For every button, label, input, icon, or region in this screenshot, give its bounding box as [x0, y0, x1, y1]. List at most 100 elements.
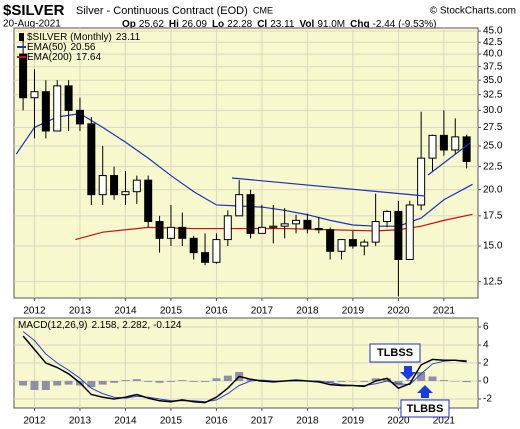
y-tick-label: 15.0	[483, 241, 503, 252]
quote-label: Op	[122, 19, 136, 30]
candle-body	[75, 109, 84, 125]
legend-name: EMA(50)	[27, 42, 66, 53]
annotation: TLBSS	[377, 347, 413, 359]
candle-body	[110, 175, 119, 196]
histogram-bar	[417, 372, 426, 381]
candle-body	[53, 85, 62, 132]
legend-value: 2.158	[91, 320, 116, 331]
quote-value: -2.44 (-9.53%)	[373, 19, 437, 30]
legend-value: 23.11	[116, 32, 141, 43]
candle-body	[451, 136, 460, 151]
annotation-box	[369, 343, 421, 363]
legend-swatch	[19, 33, 24, 41]
histogram-bar	[223, 375, 232, 381]
trendline	[427, 142, 471, 176]
x-tick-label: 2015	[160, 416, 183, 427]
y-tick-label: 27.5	[483, 122, 503, 133]
histogram-bar	[326, 381, 335, 383]
y-tick-label: 35.0	[483, 75, 503, 86]
y-tick-label: 22.5	[483, 161, 503, 172]
x-tick-label: 2020	[387, 416, 410, 427]
quote-label: Cl	[257, 19, 267, 30]
x-tick-label: 2018	[296, 306, 319, 317]
candle-body	[246, 194, 255, 234]
exchange: CME	[253, 5, 273, 15]
chart-title: $SILVER	[3, 2, 65, 19]
candle-body	[30, 91, 39, 99]
legend-value: 2.282	[122, 320, 147, 331]
x-tick-label: 2016	[205, 416, 228, 427]
candle-body	[132, 179, 141, 193]
macd-line	[22, 335, 467, 404]
candle-body	[178, 226, 187, 239]
candle-body	[19, 53, 28, 99]
x-tick-label: 2014	[114, 416, 137, 427]
y-tick-label: 42.5	[483, 37, 503, 48]
candle-body	[405, 204, 414, 261]
x-tick-label: 2015	[160, 306, 183, 317]
histogram-bar	[348, 381, 357, 382]
x-tick-label: 2018	[296, 416, 319, 427]
legend-name: $SILVER (Monthly)	[27, 32, 112, 43]
histogram-bar	[98, 381, 107, 385]
quote-label: Lo	[212, 19, 224, 30]
legend-entry: $SILVER (Monthly) 23.11	[27, 32, 141, 43]
x-tick-label: 2016	[205, 306, 228, 317]
histogram-bar	[53, 381, 62, 386]
y-tick-label: 20.0	[483, 184, 503, 195]
y-tick-label: 45.0	[483, 26, 503, 37]
y-tick-label: 12.5	[483, 276, 503, 287]
histogram-bar	[451, 381, 460, 382]
legend-name: EMA(200)	[27, 52, 72, 63]
separator: ,	[117, 320, 120, 331]
annotation: TLBBS	[407, 403, 444, 415]
candle-body	[201, 252, 210, 263]
candle-body	[269, 225, 278, 228]
x-tick-label: 2013	[69, 306, 92, 317]
y-tick-label: 4	[483, 340, 489, 351]
y-tick-label: 0	[483, 376, 489, 387]
candle-body	[383, 210, 392, 223]
histogram-bar	[121, 380, 130, 381]
x-tick-label: 2014	[114, 306, 137, 317]
quote-value: 91.0M	[317, 19, 345, 30]
histogram-bar	[64, 381, 73, 385]
legend-entry: EMA(200) 17.64	[27, 52, 101, 63]
candle-body	[439, 134, 448, 151]
legend-value: 20.56	[70, 42, 95, 53]
candle-body	[41, 91, 50, 132]
histogram-bar	[405, 380, 414, 381]
x-tick-label: 2012	[23, 306, 46, 317]
legend-name: MACD(12,26,9)	[18, 320, 87, 331]
candle-body	[257, 226, 266, 234]
x-tick-label: 2019	[342, 416, 365, 427]
y-tick-label: 25.0	[483, 141, 503, 152]
y-tick-label: 37.5	[483, 61, 503, 72]
candle-body	[348, 239, 357, 247]
histogram-bar	[439, 380, 448, 381]
histogram-bar	[371, 378, 380, 381]
histogram-bar	[189, 381, 198, 382]
candle-body	[121, 191, 130, 196]
histogram-bar	[201, 381, 210, 382]
x-tick-label: 2019	[342, 306, 365, 317]
legend-value: 17.64	[76, 52, 101, 63]
y-tick-label: 30.0	[483, 105, 503, 116]
candle-body	[98, 175, 107, 196]
quote: Op 25.62 Hi 26.09 Lo 22.28 Cl 23.11 Vol 91.0M Chg -…	[122, 19, 437, 30]
y-tick-label: 6	[483, 322, 489, 333]
y-tick-label: 2	[483, 358, 489, 369]
quote-value: 23.11	[270, 19, 295, 30]
candle-body	[212, 239, 221, 263]
annotation-box	[400, 399, 450, 418]
candle-body	[144, 179, 153, 223]
x-tick-label: 2017	[251, 306, 274, 317]
separator: ,	[147, 320, 150, 331]
x-tick-label: 2012	[23, 416, 46, 427]
candle-body	[292, 219, 301, 225]
x-tick-label: 2017	[251, 416, 274, 427]
histogram-bar	[155, 381, 164, 383]
candle-body	[337, 239, 346, 252]
quote-label: Hi	[169, 19, 179, 30]
